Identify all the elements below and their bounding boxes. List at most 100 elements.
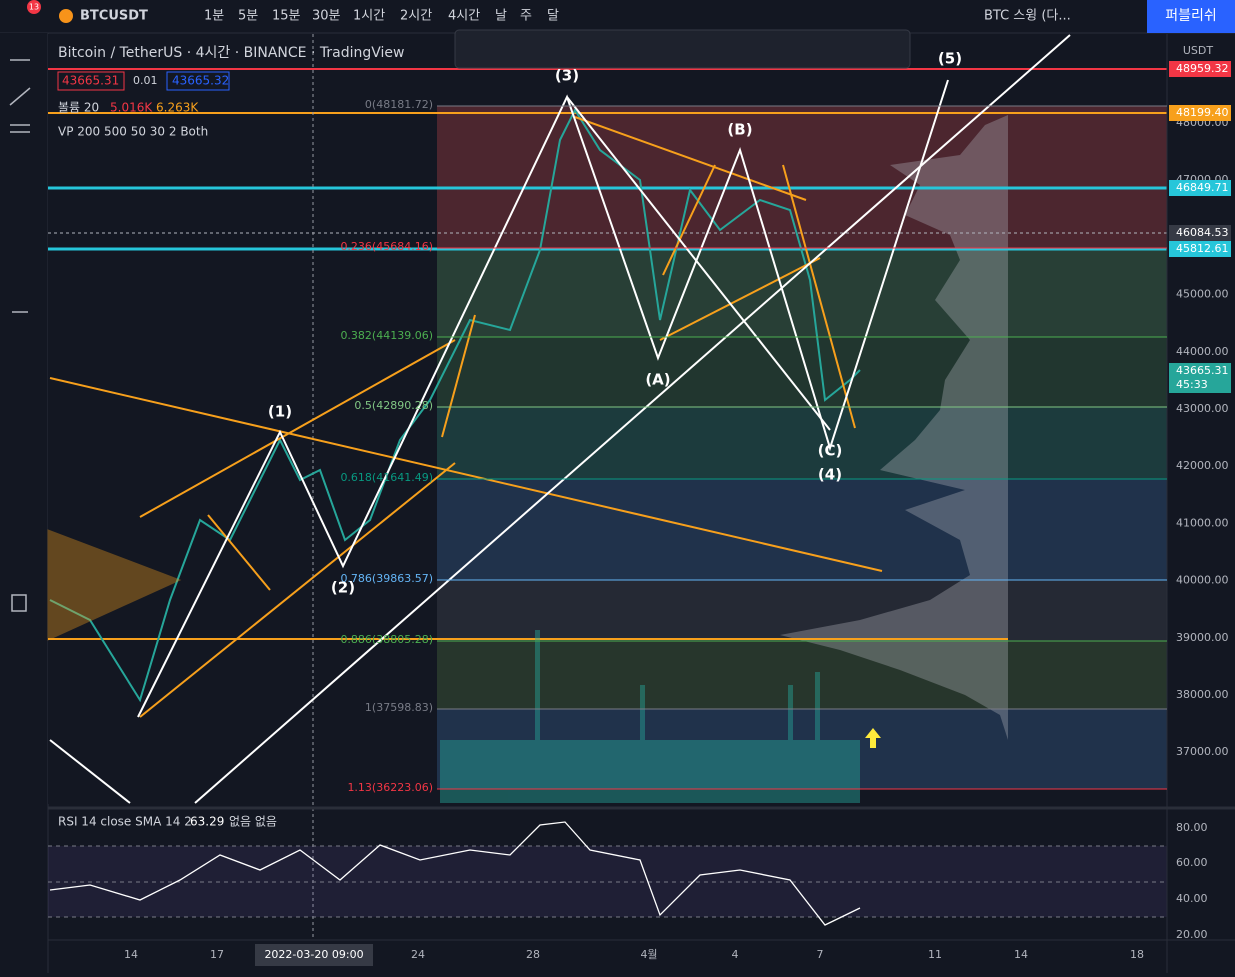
price-marker — [1169, 180, 1231, 196]
arrow-icon — [865, 728, 881, 748]
publish-button[interactable] — [1147, 0, 1235, 33]
rsi-value: 63.29 — [190, 815, 224, 829]
wave-label: (A) — [645, 371, 670, 389]
cursor-date-box — [255, 944, 373, 966]
top-toolbar — [0, 0, 1235, 33]
drawing-toolbar — [454, 29, 911, 69]
price-marker — [1169, 225, 1231, 241]
interval-button[interactable]: 4시간 — [448, 9, 480, 24]
badge-count: 13 — [29, 3, 39, 12]
rsi-legend: RSI 14 close SMA 14 2 — [58, 815, 192, 829]
currency[interactable]: USDT — [1183, 44, 1214, 57]
interval-button[interactable]: 30분 — [312, 9, 341, 24]
trend-lines — [49, 116, 883, 718]
bid-box — [57, 71, 125, 91]
volume-label: 볼륨 20 — [58, 101, 99, 115]
interval-button[interactable]: 1시간 — [353, 9, 385, 24]
rsi-band — [48, 846, 1167, 917]
wave-lines — [49, 34, 1071, 804]
volume-value: 5.016K — [110, 101, 153, 115]
fib-label: 0.5(42890.28) — [354, 399, 433, 412]
publish-label[interactable]: 퍼블리쉬 — [1165, 8, 1217, 24]
rsi-tick: 60.00 — [1176, 856, 1208, 869]
volume-ma: 6.263K — [156, 101, 199, 115]
left-toolbar — [0, 33, 48, 973]
rsi-tick: 40.00 — [1176, 892, 1208, 905]
spread: 0.01 — [133, 74, 158, 87]
wave-label: (3) — [555, 67, 579, 85]
wave-label: (5) — [938, 50, 962, 68]
interval-button[interactable]: 15분 — [272, 9, 301, 24]
indicator-template[interactable]: BTC 스윙 (다... — [984, 8, 1071, 24]
price-marker-label: 45:33 — [1176, 378, 1208, 391]
chart-title: Bitcoin / TetherUS · 4시간 · BINANCE · Tra… — [58, 45, 404, 61]
symbol[interactable]: BTCUSDT — [80, 9, 148, 24]
price-tick: 45000.00 — [1176, 288, 1229, 301]
price-marker-label: 43665.31 — [1176, 364, 1229, 377]
volume-profile — [780, 115, 1008, 740]
fib-label: 1.13(36223.06) — [347, 781, 433, 794]
fib-label: 0.618(41641.49) — [340, 471, 433, 484]
interval-button[interactable]: 2시간 — [400, 9, 432, 24]
fib-zone — [437, 641, 1167, 709]
cursor-date: 2022-03-20 09:00 — [264, 948, 363, 961]
price-tick: 40000.00 — [1176, 574, 1229, 587]
time-tick: 17 — [210, 948, 224, 961]
time-tick: 24 — [411, 948, 425, 961]
wave-label: (B) — [727, 121, 752, 139]
volume-bars — [440, 630, 860, 803]
price-tick: 42000.00 — [1176, 459, 1229, 472]
price-tick: 39000.00 — [1176, 631, 1229, 644]
fib-zone — [437, 709, 1167, 789]
bid-price: 43665.31 — [62, 74, 119, 88]
time-tick: 7 — [817, 948, 824, 961]
wave-label: (C) — [818, 442, 843, 460]
price-marker — [1169, 377, 1231, 393]
time-tick: 14 — [124, 948, 138, 961]
fib-label: 0(48181.72) — [365, 98, 433, 111]
rsi-levels — [48, 845, 1167, 918]
time-tick: 4 — [732, 948, 739, 961]
interval-button[interactable]: 1분 — [204, 9, 224, 24]
rsi-tick: 20.00 — [1176, 928, 1208, 941]
symbol-icon — [59, 9, 73, 23]
price-marker-label: 48959.32 — [1176, 62, 1229, 75]
interval-button[interactable]: 5분 — [238, 9, 258, 24]
fib-label: 0.382(44139.06) — [340, 329, 433, 342]
rsi-tick: 80.00 — [1176, 821, 1208, 834]
interval-button[interactable]: 주 — [520, 9, 532, 24]
price-marker — [1169, 363, 1231, 379]
time-tick: 4월 — [640, 948, 657, 961]
badge — [27, 0, 41, 14]
time-tick: 18 — [1130, 948, 1144, 961]
price-marker — [1169, 61, 1231, 77]
price-tick: 43000.00 — [1176, 402, 1229, 415]
price-marker-label: 45812.61 — [1176, 242, 1229, 255]
time-tick: 11 — [928, 948, 942, 961]
wave-label: (1) — [268, 403, 292, 421]
ask-price: 43665.32 — [172, 74, 229, 88]
vp-label: VP 200 500 50 30 2 Both — [58, 125, 208, 139]
ask-box — [166, 71, 230, 91]
fib-zone — [437, 106, 1167, 248]
fib-zone — [437, 580, 1167, 641]
wave-label: (4) — [818, 466, 842, 484]
time-tick: 28 — [526, 948, 540, 961]
fib-label: 0.886(38805.28) — [340, 633, 433, 646]
left-tool-icons — [9, 59, 31, 612]
rsi-line — [49, 821, 861, 926]
triangle-shape — [47, 529, 182, 641]
interval-button[interactable]: 날 — [495, 9, 507, 24]
wave-label: (2) — [331, 579, 355, 597]
price-tick: 38000.00 — [1176, 688, 1229, 701]
fib-label: 0.786(39863.57) — [340, 572, 433, 585]
price-tick: 37000.00 — [1176, 745, 1229, 758]
fib-zone — [437, 337, 1167, 407]
interval-button[interactable]: 달 — [547, 9, 559, 24]
fib-zone — [437, 407, 1167, 479]
fib-label: 1(37598.83) — [365, 701, 433, 714]
price-marker — [1169, 105, 1231, 121]
time-tick: 14 — [1014, 948, 1028, 961]
price-tick: 44000.00 — [1176, 345, 1229, 358]
